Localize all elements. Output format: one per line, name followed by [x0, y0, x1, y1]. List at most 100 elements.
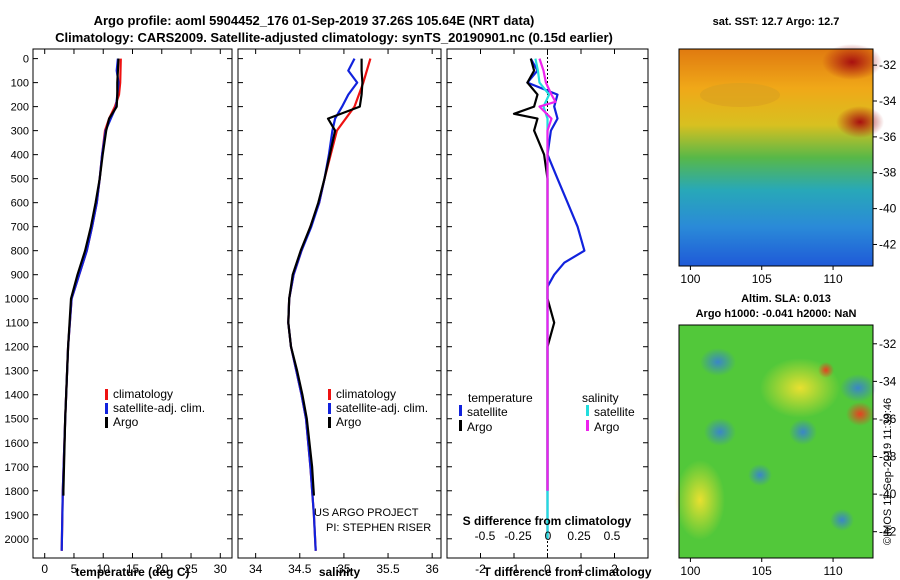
legend-swatch [328, 389, 331, 400]
panel-frame [32, 48, 233, 559]
y-tick-label: 1500 [5, 414, 29, 426]
y-tick-label: 0 [23, 54, 29, 66]
legend-label: Argo [594, 420, 620, 434]
lat-tick-label: -34 [879, 94, 897, 108]
x-tick-label: 35.5 [376, 562, 400, 576]
y-tick-label: 1600 [5, 438, 29, 450]
sst-warm-patch [822, 44, 882, 80]
y-tick-label: 1400 [5, 390, 29, 402]
x-tick-label: 10 [97, 562, 111, 576]
imos-credit: ©IMOS 11-Sep-2019 11:39:46 [882, 398, 894, 545]
lon-tick-label: 105 [752, 272, 772, 286]
legend-swatch [105, 403, 108, 414]
legend-swatch [328, 403, 331, 414]
top-tick-label: 0 [545, 529, 552, 543]
legend-swatch [105, 389, 108, 400]
figure-title-line2: Climatology: CARS2009. Satellite-adjuste… [55, 30, 613, 45]
legend-swatch [586, 420, 589, 431]
sst-map-title: sat. SST: 12.7 Argo: 12.7 [713, 16, 840, 28]
y-tick-label: 1900 [5, 510, 29, 522]
sla-low-patch [700, 348, 736, 376]
lat-tick-label: -32 [879, 337, 897, 351]
legend-label: Argo [336, 415, 362, 429]
legend-group-title: temperature [468, 391, 533, 405]
series-line-argo [287, 58, 364, 496]
lat-tick-label: -38 [879, 166, 897, 180]
lat-tick-label: -36 [879, 412, 897, 426]
lon-tick-label: 105 [752, 564, 772, 578]
series-line-temperature-argo [512, 58, 556, 491]
panel-difference: -2 -1 0 1 2T difference from climatology temp… [446, 48, 652, 579]
sla-low-patch [830, 509, 854, 531]
lat-tick-label: -42 [879, 237, 897, 251]
legend-label: satellite [467, 405, 508, 419]
y-tick-label: 2000 [5, 534, 29, 546]
y-tick-label: 800 [11, 246, 29, 258]
sla-map: Altim. SLA: 0.013 Argo h1000: -0.041 h20… [675, 293, 897, 578]
sst-map-field [679, 49, 873, 266]
sla-low-patch [704, 418, 736, 446]
x-tick-label: 15 [126, 562, 140, 576]
y-tick-label: 100 [11, 78, 29, 90]
sst-warm-patch [836, 106, 884, 138]
x-tick-label: 0 [41, 562, 48, 576]
y-tick-label: 1000 [5, 294, 29, 306]
x-tick-label: 34 [249, 562, 263, 576]
sla-map-title-line1: Altim. SLA: 0.013 [741, 293, 831, 305]
y-tick-label: 400 [11, 150, 29, 162]
sla-low-patch [789, 419, 817, 445]
lat-tick-label: -32 [879, 58, 897, 72]
legend-label: satellite-adj. clim. [113, 401, 205, 415]
x-tick-label: 0 [544, 562, 551, 576]
y-tick-label: 1200 [5, 342, 29, 354]
pi-annotation: PI: STEPHEN RISER [326, 522, 431, 534]
legend-swatch [586, 405, 589, 416]
y-tick-label: 300 [11, 126, 29, 138]
lat-tick-label: -38 [879, 450, 897, 464]
legend-label: climatology [113, 387, 173, 401]
sla-map-title-line2: Argo h1000: -0.041 h2000: NaN [696, 308, 857, 320]
figure-title-line1: Argo profile: aoml 5904452_176 01-Sep-20… [94, 13, 535, 28]
x-tick-label: 5 [71, 562, 78, 576]
x-axis-label: salinity [319, 565, 361, 579]
top-tick-label: -0.5 [475, 529, 496, 543]
legend-label: satellite-adj. clim. [336, 401, 428, 415]
y-tick-label: 500 [11, 174, 29, 186]
lon-tick-label: 100 [680, 272, 700, 286]
legend-group-title: salinity [582, 391, 619, 405]
lat-tick-label: -34 [879, 374, 897, 388]
legend-swatch [459, 405, 462, 416]
y-tick-label: 1300 [5, 366, 29, 378]
series-line-salinity-argo [538, 58, 557, 491]
y-tick-label: 600 [11, 198, 29, 210]
legend-label: climatology [336, 387, 396, 401]
y-tick-label: 1800 [5, 486, 29, 498]
sla-low-patch [840, 374, 876, 402]
top-tick-label: 0.5 [604, 529, 621, 543]
y-tick-label: 1700 [5, 462, 29, 474]
lon-tick-label: 110 [823, 564, 842, 578]
x-tick-label: 35 [337, 562, 351, 576]
y-tick-label: 700 [11, 222, 29, 234]
legend-label: Argo [467, 420, 493, 434]
sla-high-patch [675, 460, 725, 540]
sla-low-patch [748, 464, 772, 486]
x-tick-label: -1 [509, 562, 520, 576]
x-tick-label: 20 [155, 562, 169, 576]
series-line-argo [62, 58, 120, 496]
legend-swatch [105, 417, 108, 428]
sla-high-patch [846, 402, 874, 426]
panel-frame [237, 48, 442, 559]
x-tick-label: -2 [475, 562, 486, 576]
x-axis-label: temperature (deg C) [75, 565, 189, 579]
legend-swatch [328, 417, 331, 428]
top-tick-label: -0.25 [504, 529, 532, 543]
sst-map: sat. SST: 12.7 Argo: 12.7 -32 -34 -36 -38 -4… [678, 16, 897, 286]
lat-tick-label: -40 [879, 487, 897, 501]
sst-map-frame [678, 48, 874, 267]
lat-tick-label: -40 [879, 202, 897, 216]
x-tick-label: 34.5 [288, 562, 312, 576]
legend-swatch [459, 420, 462, 431]
x-tick-label: 2 [611, 562, 618, 576]
